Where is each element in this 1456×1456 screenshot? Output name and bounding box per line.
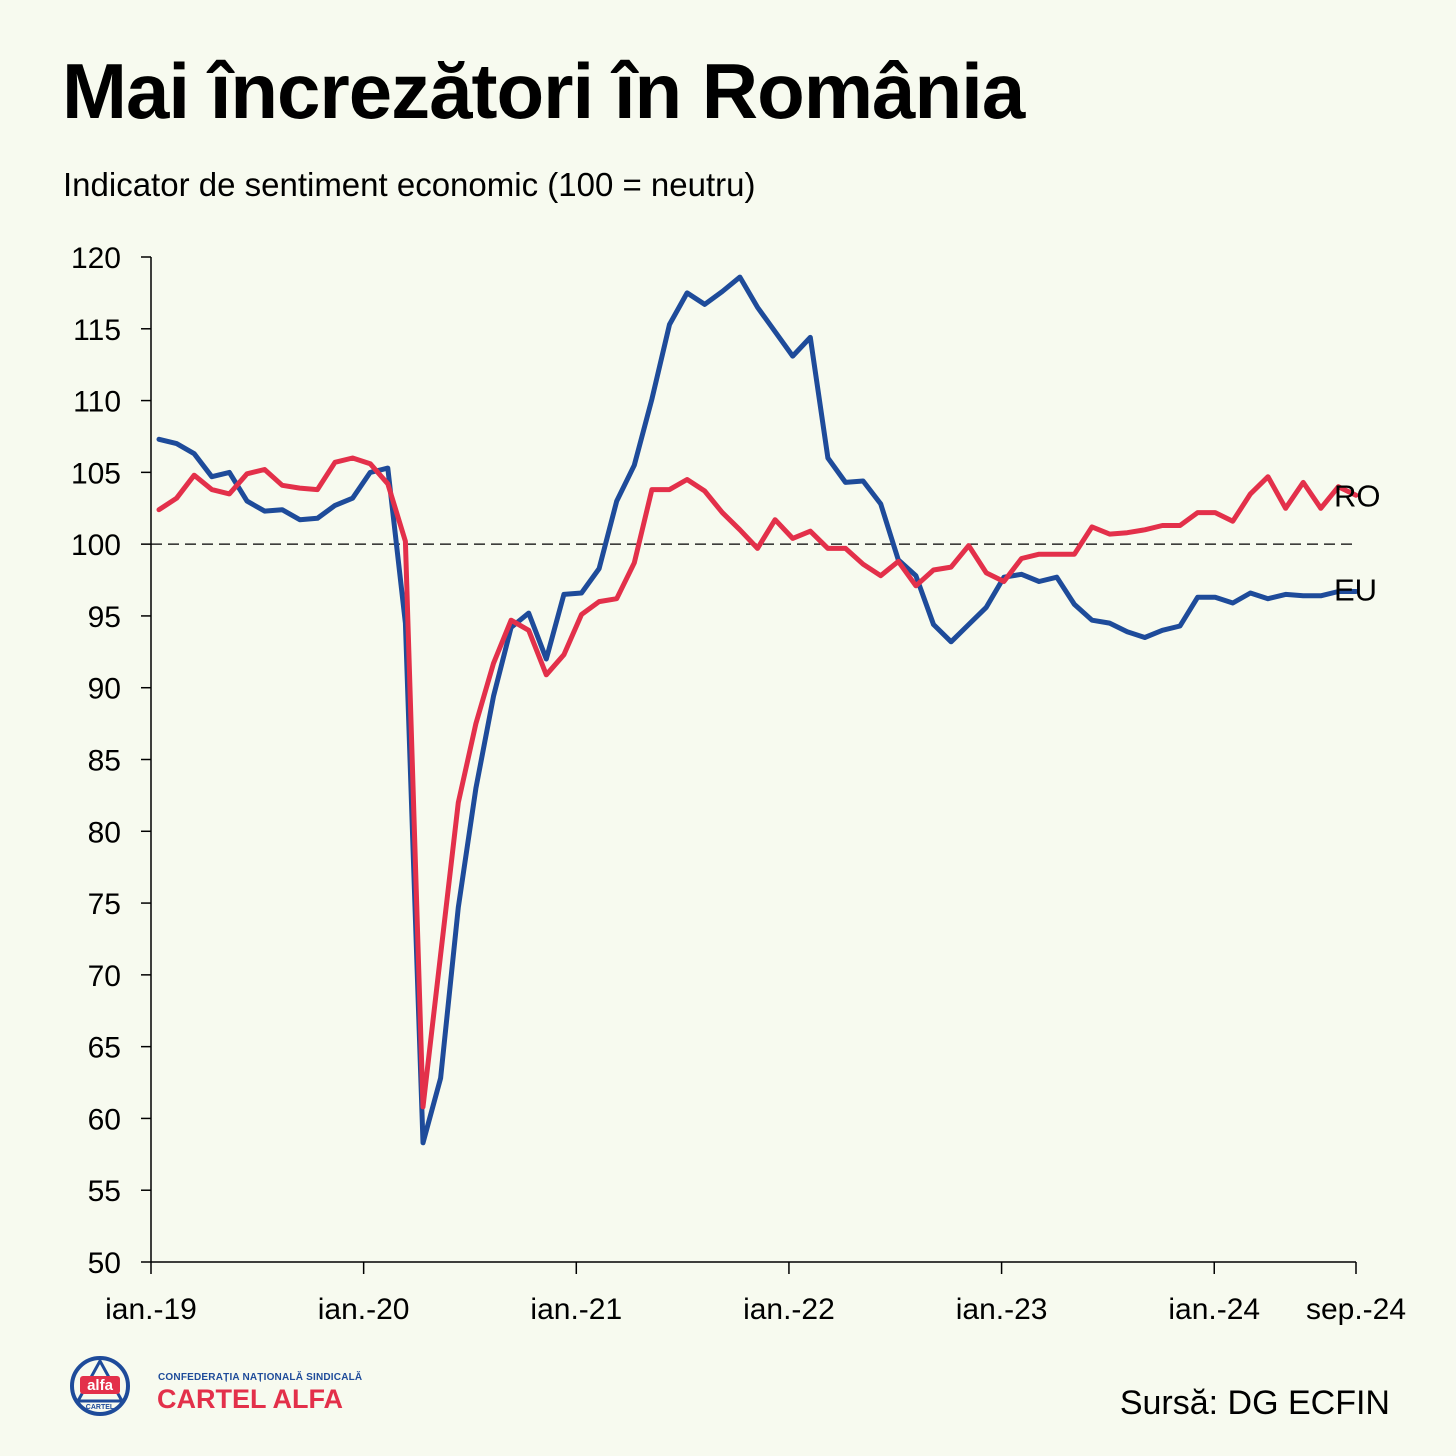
series-line-ro [156,455,1359,1110]
y-tick-label: 65 [88,1032,121,1065]
alfa-badge-icon: alfa CARTEL [70,1356,130,1416]
y-tick-label: 75 [88,888,121,921]
y-tick-label: 90 [88,673,121,706]
y-tick-label: 60 [88,1103,121,1136]
y-tick-label: 105 [71,457,121,490]
y-tick-label: 100 [71,529,121,562]
x-tick-label: ian.-22 [743,1293,835,1326]
logo-name: CARTEL ALFA [157,1384,343,1414]
logo-badge-sub: CARTEL [86,1404,115,1411]
y-tick-label: 115 [73,314,121,347]
y-tick-label: 70 [88,960,121,993]
y-tick-label: 120 [71,242,121,275]
x-tick-label: ian.-19 [105,1293,197,1326]
series-line-eu [156,274,1359,1146]
chart-title: Mai încrezători în România [62,47,1025,135]
x-tick-label: ian.-23 [956,1293,1048,1326]
x-tick-label: ian.-24 [1168,1293,1260,1326]
y-tick-label: 95 [88,601,121,634]
x-tick-label: ian.-21 [530,1293,622,1326]
series-label-ro: RO [1334,478,1381,513]
x-tick-label: ian.-20 [318,1293,410,1326]
x-tick-label: sep.-24 [1306,1293,1406,1326]
y-tick-label: 110 [73,386,121,419]
series-label-eu: EU [1334,573,1377,608]
y-tick-label: 80 [88,816,121,849]
series-group [156,274,1359,1146]
logo-badge-word: alfa [87,1377,114,1394]
cartel-alfa-logo: alfa CARTEL CONFEDERAȚIA NAȚIONALĂ SINDI… [70,1352,370,1422]
series-labels: RO EU [1334,478,1381,607]
y-tick-label: 55 [88,1175,121,1208]
chart-axes: 120 115 110 105 100 95 90 85 80 75 70 65 60 55 50 ian.-… [71,242,1406,1326]
y-tick-label: 50 [88,1247,121,1280]
logo-org-line: CONFEDERAȚIA NAȚIONALĂ SINDICALĂ [158,1372,363,1383]
chart-subtitle: Indicator de sentiment economic (100 = n… [63,166,756,203]
y-tick-label: 85 [88,745,121,778]
source-note: Sursă: DG ECFIN [1119,1384,1390,1422]
